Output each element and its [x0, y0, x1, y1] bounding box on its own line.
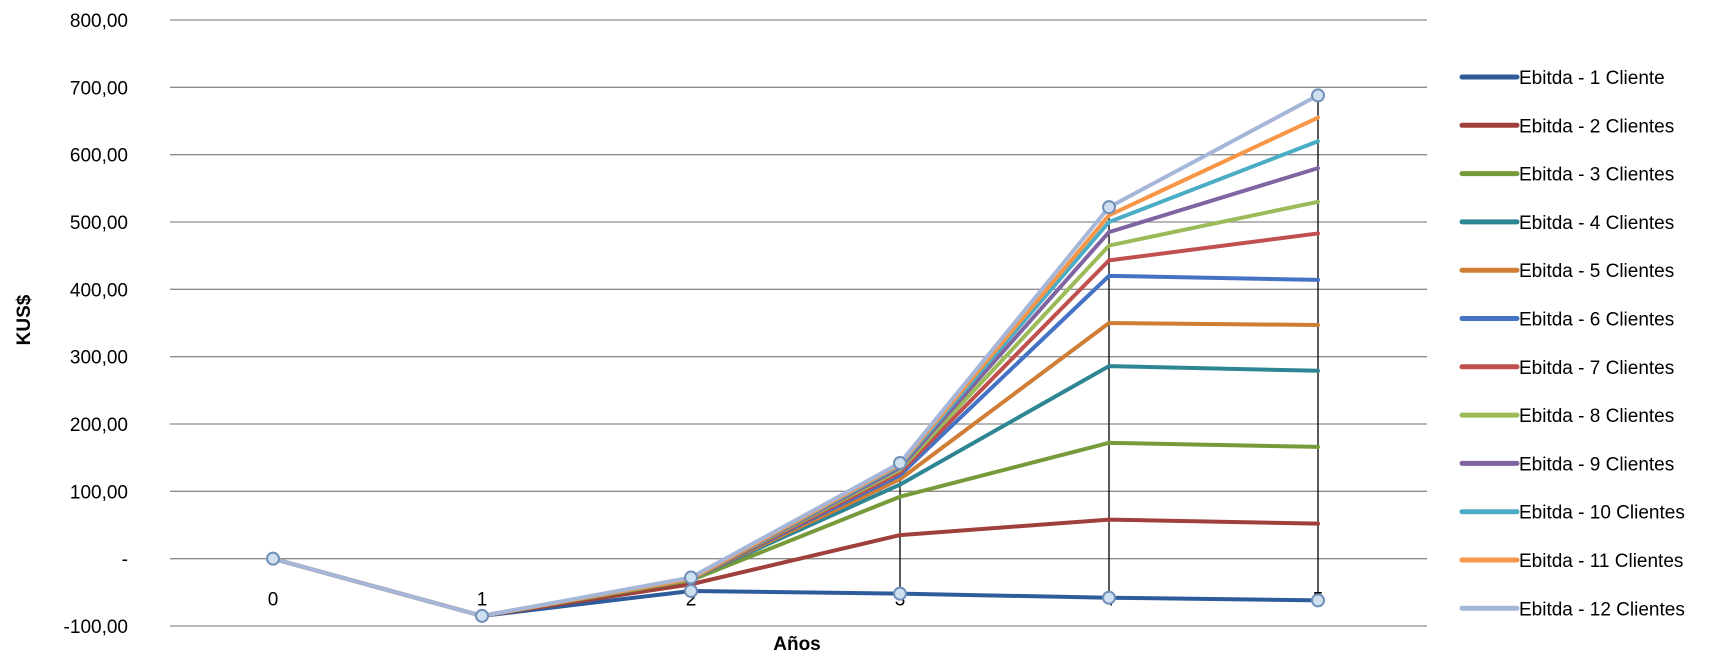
- legend: Ebitda - 1 Cliente Ebitda - 2 Clientes Ebi…: [1459, 68, 1685, 620]
- gridlines: [170, 19, 1427, 627]
- y-tick-label: 200,00: [70, 415, 128, 436]
- series-line-12: [271, 93, 1320, 618]
- y-tick-label: 500,00: [70, 213, 128, 234]
- x-axis-title: Años: [773, 634, 821, 655]
- low-marker: [1311, 593, 1325, 608]
- y-tick-label: 400,00: [70, 280, 128, 301]
- legend-label-11: Ebitda - 11 Clientes: [1519, 551, 1683, 572]
- low-marker: [684, 583, 698, 598]
- series-line-10: [271, 139, 1320, 618]
- high-marker: [684, 570, 698, 585]
- high-marker: [475, 608, 489, 623]
- y-tick-label: -100,00: [64, 617, 128, 638]
- legend-label-2: Ebitda - 2 Clientes: [1519, 116, 1674, 137]
- series-lines: [271, 93, 1320, 618]
- y-axis-ticks: -100,00-100,00200,00300,00400,00500,0060…: [64, 11, 128, 638]
- y-axis-title: KUS$: [14, 294, 35, 345]
- legend-label-12: Ebitda - 12 Clientes: [1519, 599, 1685, 620]
- legend-label-5: Ebitda - 5 Clientes: [1519, 261, 1674, 282]
- legend-label-1: Ebitda - 1 Cliente: [1519, 68, 1665, 89]
- legend-label-10: Ebitda - 10 Clientes: [1519, 503, 1685, 524]
- series-line-6: [271, 273, 1320, 618]
- y-tick-label: 100,00: [70, 482, 128, 503]
- high-marker: [1311, 88, 1325, 103]
- y-tick-label: 700,00: [70, 78, 128, 99]
- legend-label-7: Ebitda - 7 Clientes: [1519, 358, 1674, 379]
- high-marker: [893, 456, 907, 471]
- legend-label-4: Ebitda - 4 Clientes: [1519, 213, 1674, 234]
- y-tick-label: 600,00: [70, 146, 128, 167]
- x-tick-label: 1: [477, 590, 488, 611]
- low-marker: [893, 586, 907, 601]
- low-marker: [1102, 590, 1116, 605]
- legend-label-8: Ebitda - 8 Clientes: [1519, 406, 1674, 427]
- high-marker: [266, 551, 280, 566]
- legend-label-6: Ebitda - 6 Clientes: [1519, 310, 1674, 331]
- y-tick-label: -: [122, 550, 128, 571]
- x-tick-label: 0: [268, 590, 279, 611]
- x-tick-label: 2: [686, 590, 697, 611]
- high-marker: [1102, 200, 1116, 215]
- series-line-1: [271, 556, 1320, 618]
- series-markers: [266, 88, 1325, 623]
- series-line-8: [271, 199, 1320, 618]
- y-tick-label: 300,00: [70, 348, 128, 369]
- legend-label-9: Ebitda - 9 Clientes: [1519, 454, 1674, 475]
- legend-label-3: Ebitda - 3 Clientes: [1519, 165, 1674, 186]
- y-tick-label: 800,00: [70, 11, 128, 32]
